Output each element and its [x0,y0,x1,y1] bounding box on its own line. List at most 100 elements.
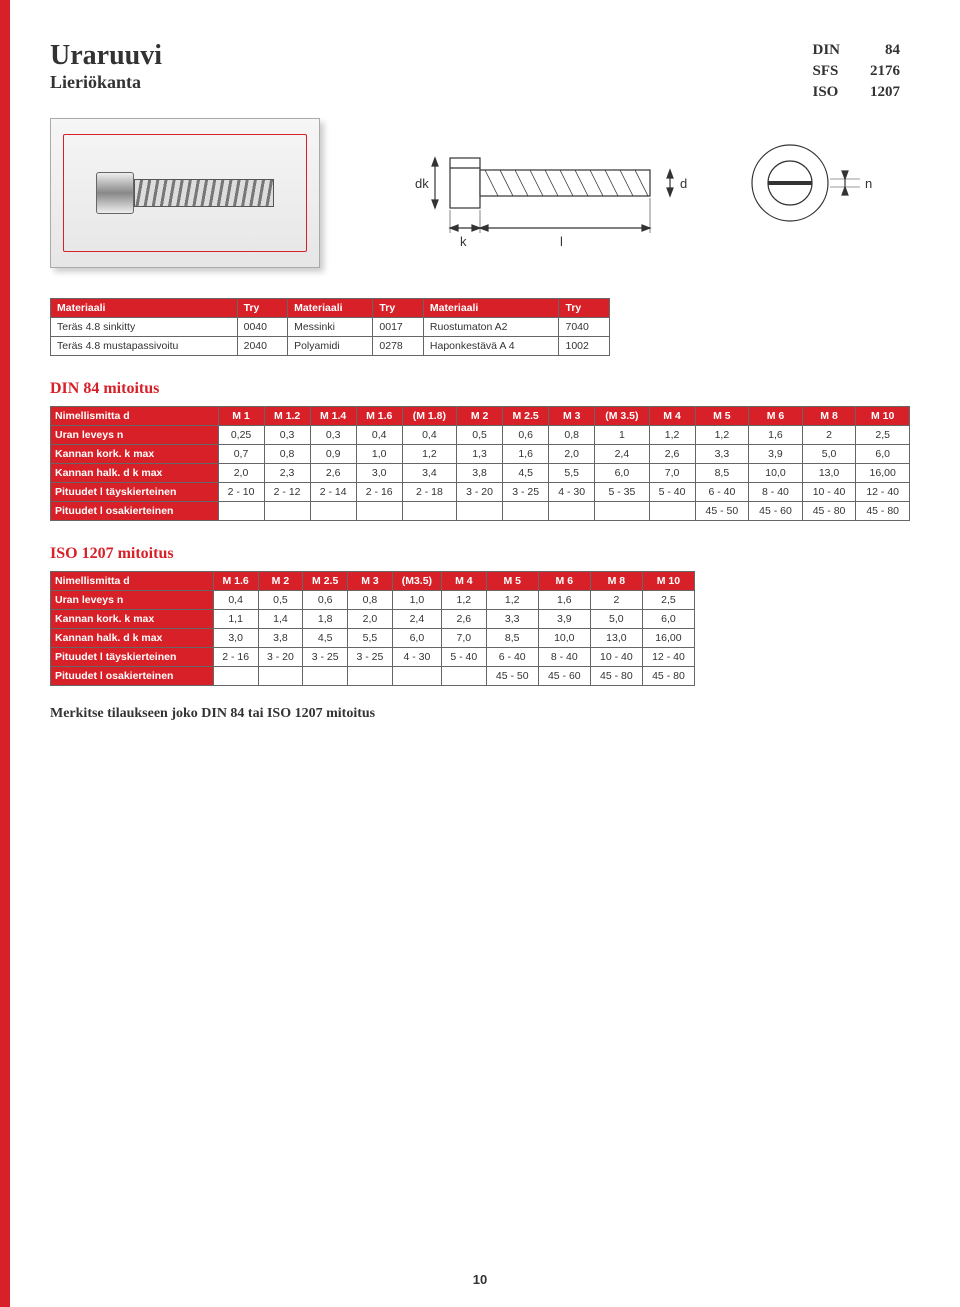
col-header: M 8 [590,572,642,591]
diag-label-n: n [865,176,872,191]
cell: 7,0 [649,464,695,483]
cell: 5 - 40 [649,483,695,502]
cell: 5,0 [590,610,642,629]
cell: 3 - 25 [348,648,393,667]
cell: 3 - 20 [457,483,503,502]
cell: Teräs 4.8 mustapassivoitu [51,337,238,356]
cell: 8,5 [486,629,538,648]
cell: 10,0 [749,464,803,483]
cell: 0,8 [264,445,310,464]
cell: 6 - 40 [695,483,749,502]
diagram-svg: dk d k l n [350,118,910,268]
cell: 16,00 [856,464,910,483]
col-header: Try [559,299,610,318]
cell: 3,0 [213,629,258,648]
title-block: Uraruuvi Lieriökanta [50,40,162,93]
cell: 3,9 [749,445,803,464]
cell: 4,5 [303,629,348,648]
cell: 2,0 [549,445,595,464]
cell: 10,0 [538,629,590,648]
cell: 0,4 [213,591,258,610]
cell: 3,3 [695,445,749,464]
col-header: M 4 [441,572,486,591]
cell: 2,6 [310,464,356,483]
cell [549,502,595,521]
cell: 45 - 60 [538,667,590,686]
row-label: Kannan kork. k max [51,445,219,464]
cell: 10 - 40 [590,648,642,667]
cell [503,502,549,521]
cell [356,502,402,521]
standard-row: ISO1207 [802,82,910,103]
col-header: M 2.5 [303,572,348,591]
cell: 3,9 [538,610,590,629]
cell: 1,3 [457,445,503,464]
section-title-din84: DIN 84 mitoitus [50,380,910,398]
cell: Haponkestävä A 4 [423,337,559,356]
cell: 2040 [237,337,287,356]
side-accent [0,0,10,1307]
cell: 45 - 80 [590,667,642,686]
images-row: dk d k l n [50,118,910,268]
table-header-row: Nimellismitta dM 1.6M 2M 2.5M 3(M3.5)M 4… [51,572,695,591]
diag-label-d: d [680,176,687,191]
col-header: M 2.5 [503,407,549,426]
cell: 1,0 [356,445,402,464]
cell [595,502,649,521]
cell: 0,8 [348,591,393,610]
cell: 0,4 [356,426,402,445]
diag-label-k: k [460,234,467,249]
standard-row: SFS2176 [802,61,910,82]
cell [258,667,303,686]
table-row: Teräs 4.8 mustapassivoitu2040 Polyamidi0… [51,337,610,356]
col-header: M 5 [486,572,538,591]
cell: 12 - 40 [856,483,910,502]
cell: 3,3 [486,610,538,629]
din84-table: Nimellismitta dM 1M 1.2M 1.4M 1.6(M 1.8)… [50,406,910,521]
cell: 45 - 80 [856,502,910,521]
col-header: (M 3.5) [595,407,649,426]
cell: 1,2 [402,445,456,464]
cell: 0040 [237,318,287,337]
cell: 2,6 [649,445,695,464]
cell: 2,5 [642,591,694,610]
cell [303,667,348,686]
cell: 1,2 [486,591,538,610]
cell: 6,0 [595,464,649,483]
cell: 6,0 [392,629,441,648]
cell [348,667,393,686]
col-header: Materiaali [51,299,238,318]
cell: 4 - 30 [392,648,441,667]
cell: 1,0 [392,591,441,610]
table-header-row: Materiaali Try Materiaali Try Materiaali… [51,299,610,318]
col-header: (M3.5) [392,572,441,591]
col-header: M 5 [695,407,749,426]
cell: 8 - 40 [749,483,803,502]
row-label: Uran leveys n [51,426,219,445]
cell [441,667,486,686]
cell: 45 - 50 [486,667,538,686]
cell: 1002 [559,337,610,356]
cell: 6,0 [856,445,910,464]
cell: 0,25 [218,426,264,445]
col-header: M 4 [649,407,695,426]
standards-table: DIN84 SFS2176 ISO1207 [802,40,910,103]
cell: 1,2 [441,591,486,610]
col-header: Materiaali [288,299,373,318]
cell: 12 - 40 [642,648,694,667]
cell: Messinki [288,318,373,337]
cell: 5,5 [549,464,595,483]
standard-num: 2176 [850,61,910,82]
photo-selection [63,134,307,252]
cell: 2 - 14 [310,483,356,502]
cell: 0017 [373,318,423,337]
cell: Teräs 4.8 sinkitty [51,318,238,337]
row-label: Pituudet l osakierteinen [51,667,214,686]
row-label: Kannan halk. d k max [51,629,214,648]
standard-num: 84 [850,40,910,61]
cell: 2,6 [441,610,486,629]
standard-row: DIN84 [802,40,910,61]
col-header: M 1.6 [356,407,402,426]
cell: 3,0 [356,464,402,483]
page-subtitle: Lieriökanta [50,72,162,93]
